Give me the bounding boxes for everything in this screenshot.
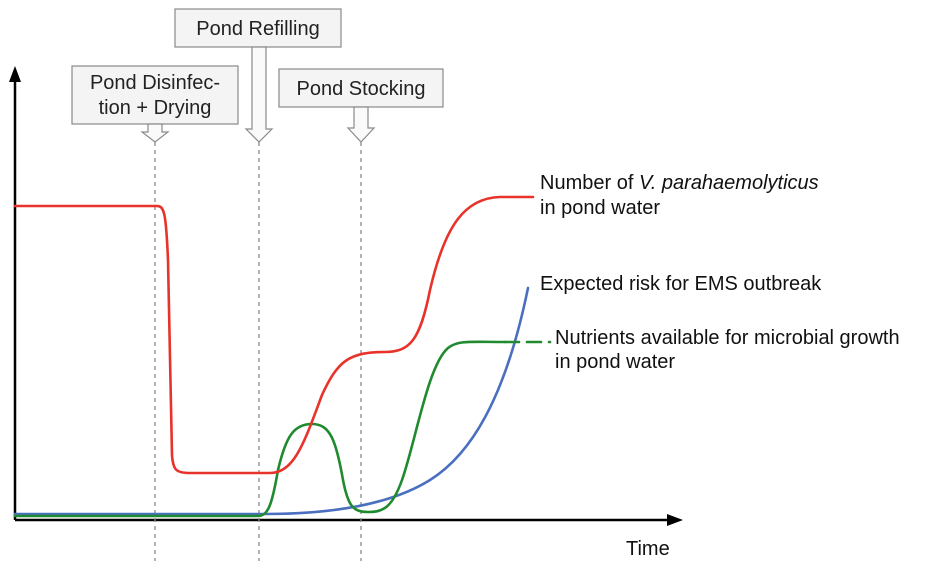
curve-labels: Number of V. parahaemolyticus in pond wa… xyxy=(540,172,900,373)
event-label-refilling: Pond Refilling xyxy=(196,18,319,40)
label-vibrio-prefix: Number of xyxy=(540,172,639,194)
label-vibrio-line2: in pond water xyxy=(540,197,660,219)
down-arrow-icon xyxy=(244,46,274,143)
event-label-disinfection-line1: Pond Disinfec- xyxy=(90,72,220,94)
curve-ems-risk xyxy=(13,286,530,516)
x-axis-arrow xyxy=(667,514,683,526)
label-ems-risk: Expected risk for EMS outbreak xyxy=(540,273,822,295)
x-axis-label: Time xyxy=(626,538,670,560)
event-box-disinfection: Pond Disinfec- tion + Drying xyxy=(71,65,239,143)
down-arrow-icon xyxy=(140,123,170,143)
event-lines xyxy=(154,142,362,561)
label-vibrio-line1: Number of V. parahaemolyticus xyxy=(540,172,819,194)
event-label-stocking: Pond Stocking xyxy=(297,78,426,100)
curves xyxy=(13,195,552,518)
event-label-disinfection-line2: tion + Drying xyxy=(99,97,212,119)
down-arrow-icon xyxy=(346,106,376,143)
event-box-refilling: Pond Refilling xyxy=(174,8,342,143)
label-vibrio-italic: V. parahaemolyticus xyxy=(639,172,819,194)
event-box-stocking: Pond Stocking xyxy=(278,68,444,143)
y-axis-arrow xyxy=(9,66,21,82)
label-nutrients-line1: Nutrients available for microbial growth xyxy=(555,327,900,349)
axes: Time xyxy=(9,66,683,560)
label-nutrients-line2: in pond water xyxy=(555,351,675,373)
curve-nutrients xyxy=(13,340,507,518)
curve-vibrio xyxy=(13,195,535,475)
